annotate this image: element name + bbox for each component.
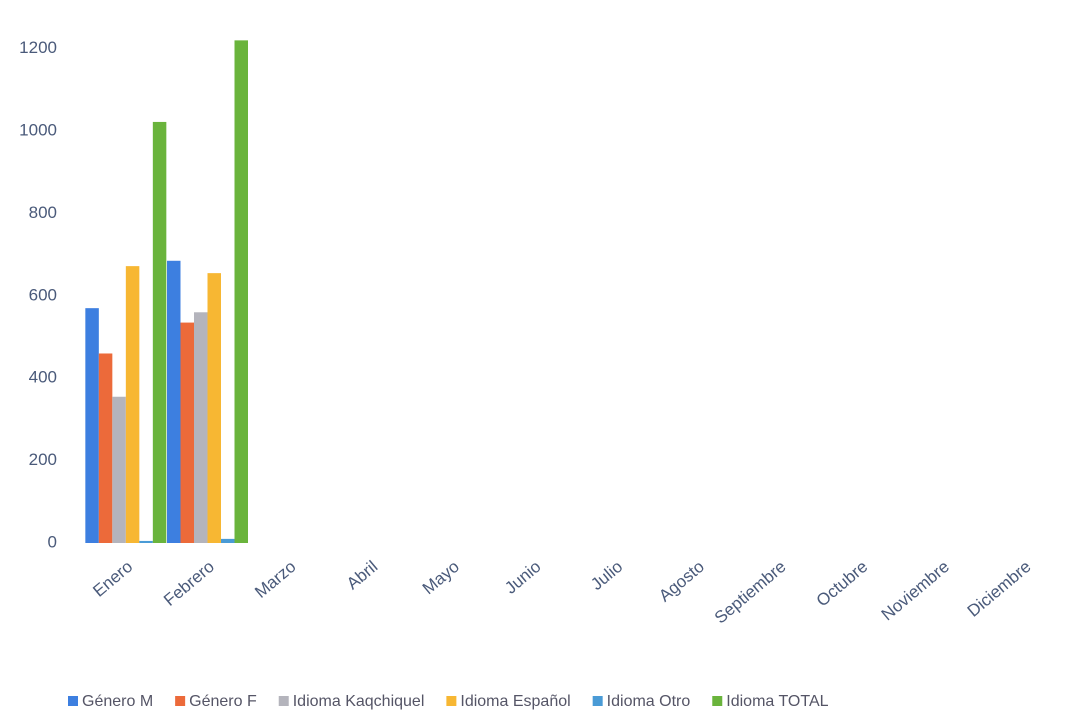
x-tick-label: Noviembre [878,557,953,624]
bar [112,396,126,543]
legend-swatch [68,696,78,706]
legend-swatch [712,696,723,706]
y-tick-label: 600 [29,285,57,304]
y-tick-label: 800 [29,203,57,222]
bar [167,260,181,543]
legend-swatch [175,696,186,706]
y-tick-label: 200 [29,450,57,469]
legend-label: Género M [82,693,153,710]
x-tick-label: Julio [587,557,626,594]
x-tick-label: Junio [501,557,544,598]
bar [234,40,248,544]
bar [207,273,221,543]
bar [194,312,208,543]
bar [98,353,113,543]
legend-label: Idioma Kaqchiquel [293,693,425,710]
x-tick-label: Octubre [813,557,872,610]
legend-label: Idioma Español [460,693,570,710]
legend-swatch [446,696,457,706]
bar [125,266,140,543]
legend-label: Género F [189,693,257,710]
x-tick-label: Mayo [419,557,463,598]
bar [139,540,153,543]
legend-swatch [278,696,289,706]
bar [152,121,167,543]
y-tick-label: 1200 [19,38,57,57]
x-tick-label: Agosto [655,557,708,606]
legend-swatch [592,696,603,706]
x-tick-label: Enero [89,557,136,601]
bar [180,322,194,543]
y-tick-label: 400 [29,368,57,387]
x-tick-label: Septiembre [711,557,790,627]
bar [221,538,235,543]
bar [85,308,99,543]
legend-label: Idioma Otro [607,693,691,710]
x-tick-label: Marzo [251,557,299,602]
x-tick-label: Diciembre [964,557,1035,621]
x-tick-label: Abril [343,557,381,593]
y-tick-label: 1000 [19,120,57,139]
y-tick-label: 0 [48,532,57,551]
x-tick-label: Febrero [160,557,218,610]
legend-label: Idioma TOTAL [726,693,828,710]
